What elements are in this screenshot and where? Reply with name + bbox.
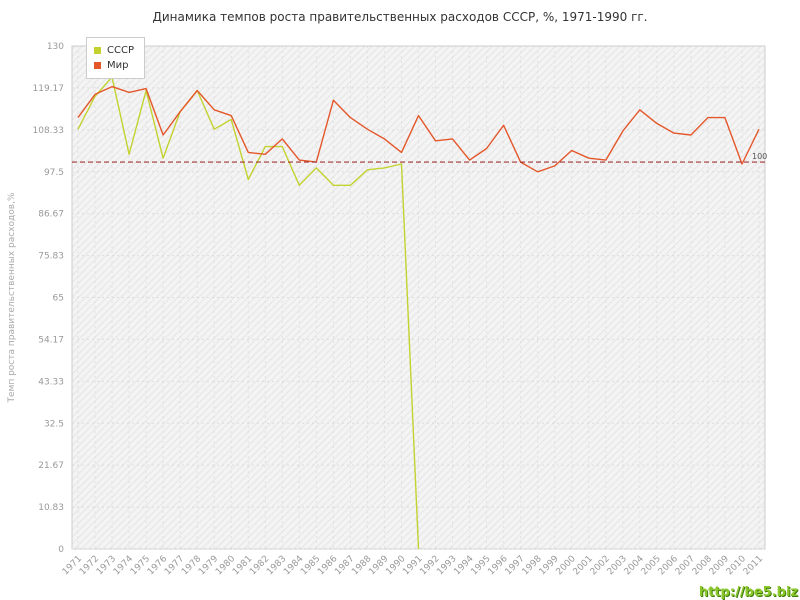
watermark-link[interactable]: http://be5.biz [698,585,798,600]
ussr-series-swatch [94,47,101,54]
svg-text:119.17: 119.17 [33,84,65,94]
legend-item-world: Мир [94,58,134,73]
legend-label-world: Мир [107,60,129,71]
chart-legend: СССР Мир [86,37,145,79]
svg-text:100: 100 [752,152,767,161]
world-series-swatch [94,62,101,69]
svg-text:86.67: 86.67 [38,210,64,220]
svg-text:75.83: 75.83 [38,252,64,262]
legend-label-ussr: СССР [107,45,134,56]
svg-text:108.33: 108.33 [33,126,65,136]
svg-text:54.17: 54.17 [38,335,64,345]
svg-text:32.5: 32.5 [44,419,64,429]
svg-text:0: 0 [58,545,64,555]
svg-text:43.33: 43.33 [38,377,64,387]
svg-text:130: 130 [47,42,64,52]
svg-text:10.83: 10.83 [38,503,64,513]
chart-title: Динамика темпов роста правительственных … [152,10,648,24]
svg-text:21.67: 21.67 [38,461,64,471]
svg-text:65: 65 [53,294,64,304]
svg-text:2011: 2011 [742,554,765,577]
legend-item-ussr: СССР [94,43,134,58]
svg-text:Темп роста правительственных р: Темп роста правительственных расходов,% [7,192,17,403]
svg-text:97.5: 97.5 [44,168,64,178]
